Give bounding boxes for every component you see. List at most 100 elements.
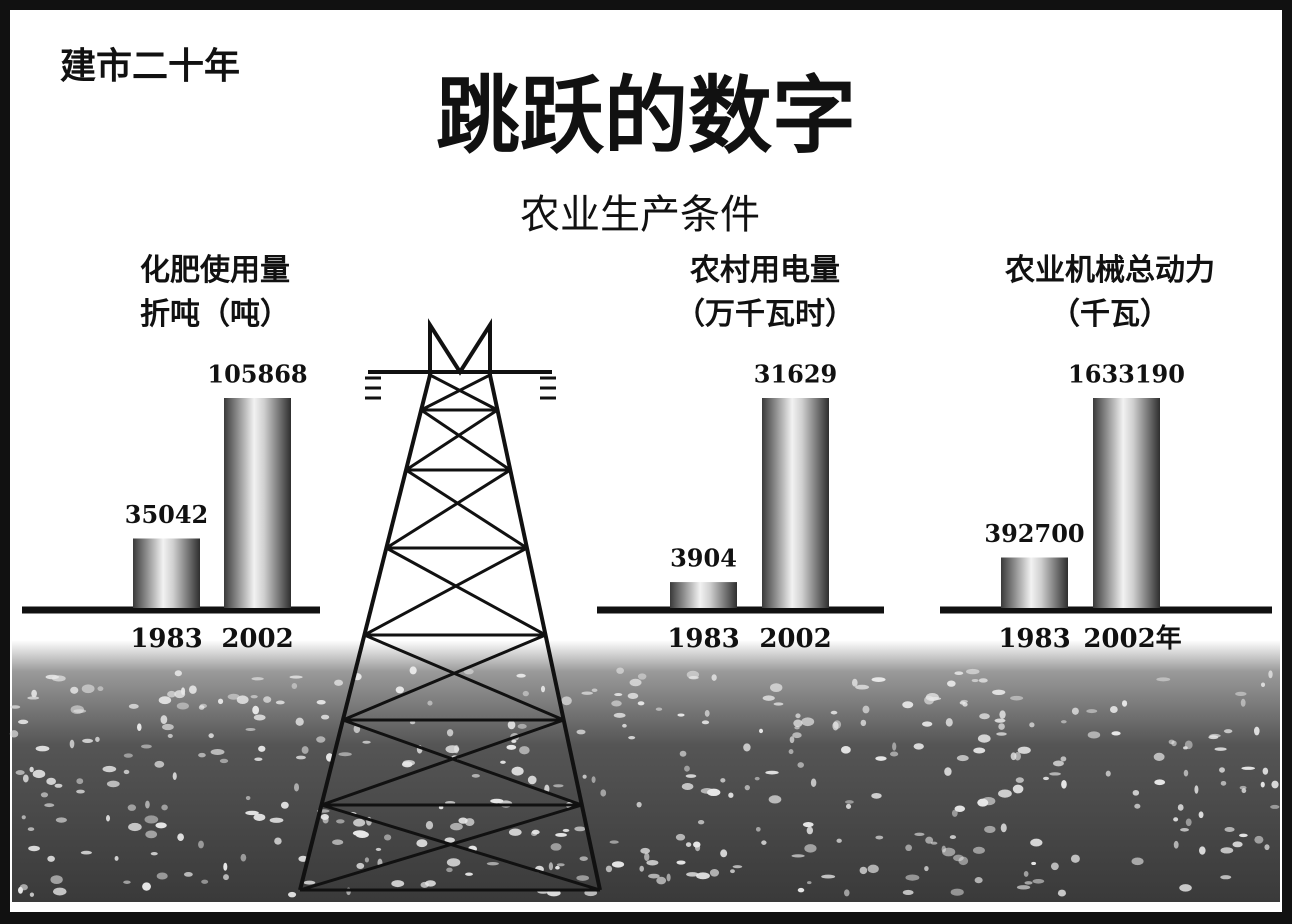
flower — [41, 792, 48, 797]
flower — [1032, 879, 1044, 884]
flower — [925, 837, 933, 844]
flower — [995, 718, 1006, 722]
flower — [20, 884, 28, 890]
flower — [979, 713, 990, 719]
value-label: 3904 — [670, 544, 737, 573]
flower — [644, 853, 649, 861]
flower — [1031, 862, 1036, 865]
value-label: 35042 — [125, 500, 209, 529]
flower — [1239, 834, 1248, 837]
flower — [926, 693, 939, 701]
flower — [1220, 847, 1233, 853]
flower — [1263, 768, 1269, 775]
flower — [1106, 771, 1111, 777]
flower — [730, 869, 735, 873]
flower — [792, 854, 805, 857]
flower — [1086, 709, 1097, 713]
flower — [76, 790, 85, 794]
flower — [646, 860, 658, 866]
x-tick-label: 2002 — [759, 624, 831, 654]
flower — [1232, 841, 1242, 847]
flower — [28, 846, 40, 851]
flower — [616, 667, 624, 673]
flower — [999, 710, 1005, 718]
flower — [338, 752, 351, 756]
bar — [224, 398, 291, 608]
flower — [720, 849, 727, 857]
flower — [137, 723, 142, 731]
flower — [811, 779, 816, 787]
flower — [82, 684, 95, 693]
flower — [472, 774, 480, 778]
flower — [500, 761, 506, 764]
x-tick-label: 1983 — [130, 624, 202, 654]
flower — [1194, 785, 1198, 794]
flower — [97, 686, 103, 691]
flower — [107, 781, 120, 788]
flower — [648, 874, 660, 879]
flower — [574, 826, 585, 831]
flower — [223, 863, 227, 871]
flower — [638, 673, 646, 679]
flower — [263, 696, 271, 703]
flower — [755, 777, 760, 781]
flower — [580, 856, 588, 861]
flower — [1016, 777, 1024, 783]
flower — [549, 862, 553, 870]
flower — [600, 789, 606, 796]
bar — [762, 398, 829, 608]
flower — [1214, 747, 1226, 750]
flower — [365, 857, 369, 862]
flower — [841, 746, 851, 754]
x-tick-label: 1983 — [998, 624, 1070, 654]
flower — [177, 703, 189, 710]
chart-title: 农业机械总动力 — [1004, 253, 1215, 288]
flower — [47, 856, 55, 862]
flower — [803, 822, 814, 827]
flower — [871, 793, 881, 799]
flower — [541, 686, 545, 692]
flower — [1171, 741, 1176, 747]
flower — [944, 767, 951, 776]
flower — [555, 833, 567, 837]
chart-subtitle: （千瓦） — [1050, 297, 1170, 332]
flower — [905, 845, 912, 852]
flower — [416, 839, 427, 847]
flower — [821, 875, 835, 879]
page: 建市二十年 跳跃的数字 农业生产条件 化肥使用量折吨（吨）35042198310… — [0, 0, 1292, 924]
flower — [973, 748, 985, 754]
bar — [1001, 558, 1068, 608]
flower — [270, 818, 284, 823]
flower — [561, 696, 571, 705]
flower — [31, 690, 37, 698]
flower — [807, 827, 813, 835]
flower — [446, 868, 452, 872]
flower — [211, 749, 225, 755]
flower — [705, 710, 710, 717]
flower — [106, 815, 110, 821]
flower — [1173, 817, 1178, 821]
flower — [905, 874, 919, 880]
flower — [254, 714, 266, 720]
flower — [698, 820, 704, 824]
flower — [396, 686, 404, 693]
main-title: 跳跃的数字 — [436, 67, 856, 165]
flower — [447, 729, 453, 736]
flower — [223, 874, 229, 880]
flower — [321, 715, 329, 720]
flower — [1132, 858, 1144, 866]
flower — [954, 671, 963, 675]
flower — [977, 799, 988, 807]
flower — [246, 728, 256, 731]
flower — [145, 815, 159, 823]
flower — [76, 778, 83, 784]
flower — [769, 795, 782, 803]
flower — [487, 862, 499, 865]
flower — [852, 679, 858, 687]
flower — [960, 701, 966, 704]
flower — [506, 745, 516, 750]
flower — [1219, 767, 1225, 773]
flower — [1209, 734, 1221, 738]
flower — [890, 751, 898, 756]
flower — [154, 761, 164, 768]
